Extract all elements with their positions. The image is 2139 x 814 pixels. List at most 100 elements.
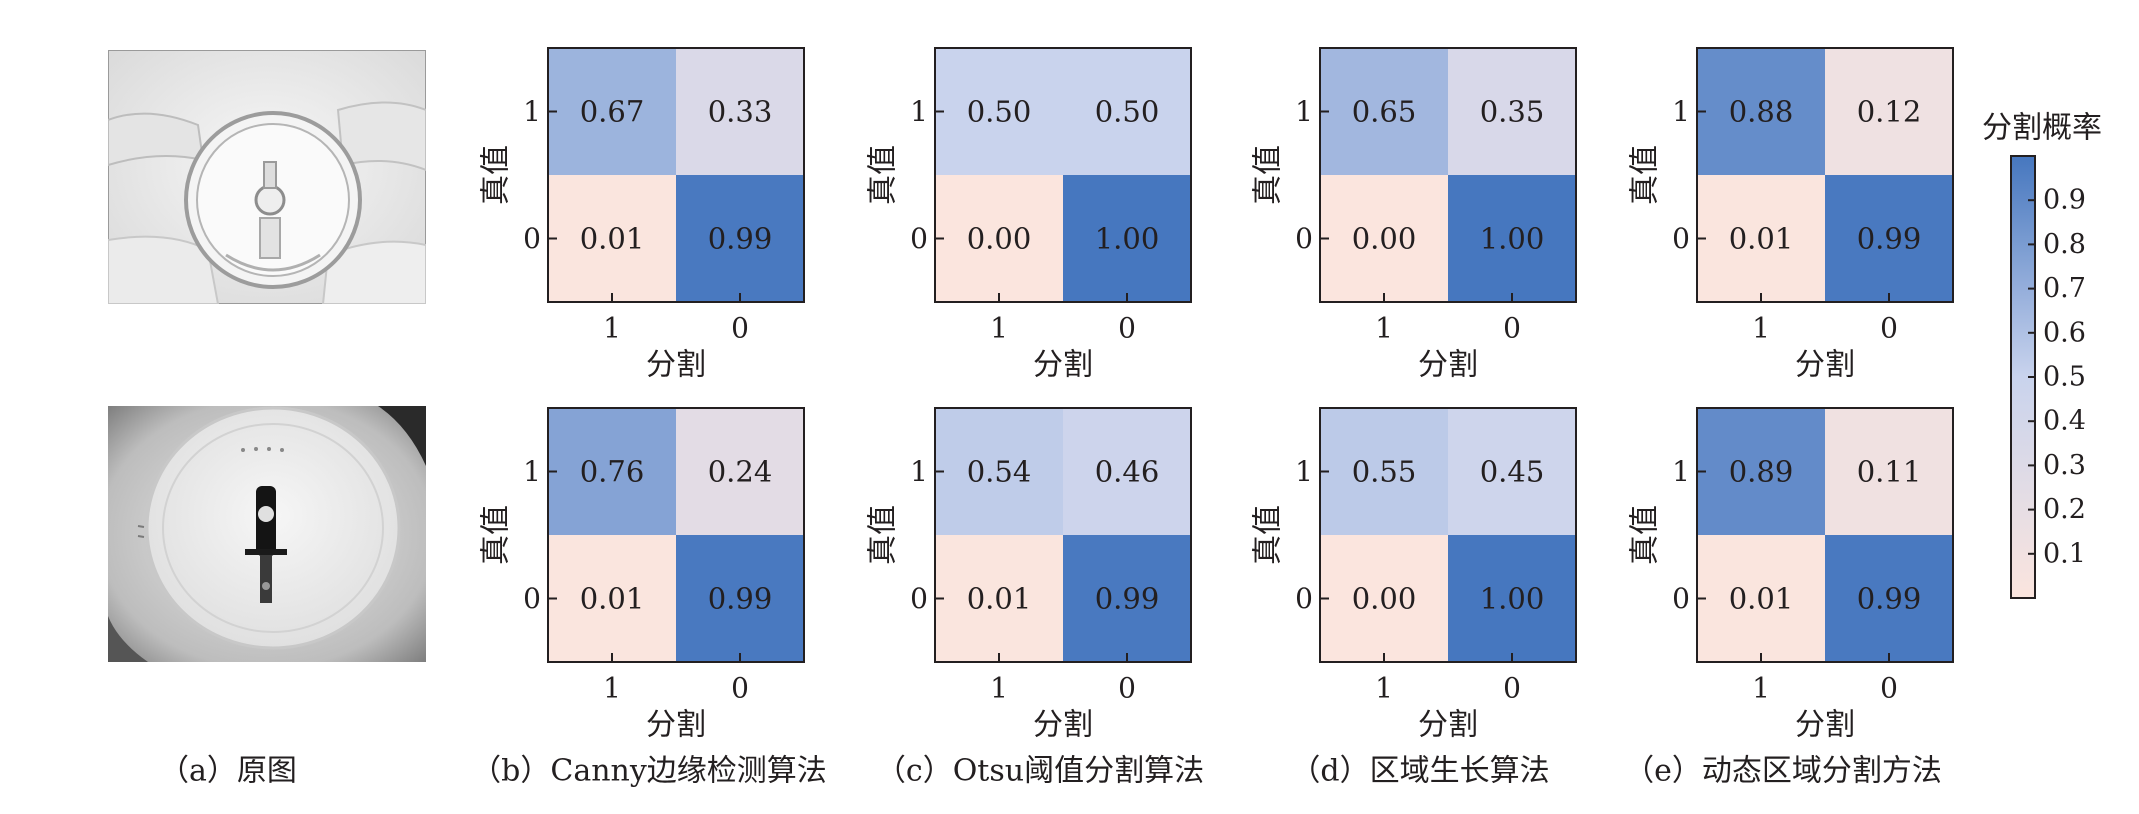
heatmap-cell-value: 0.12	[1857, 95, 1922, 129]
heatmap-cell-value: 0.89	[1729, 455, 1794, 489]
heatmap-cell	[1448, 175, 1576, 302]
colorbar-tick-label: 0.4	[2043, 406, 2086, 437]
heatmap-cell	[1825, 175, 1953, 302]
heatmap-frame	[1696, 407, 1954, 663]
heatmap-cell	[1063, 48, 1191, 175]
heatmap-cell-value: 0.99	[708, 222, 773, 256]
y-tick-label: 1	[1672, 95, 1690, 128]
subfigure-label-a: （a）原图	[159, 754, 297, 789]
heatmap-frame	[934, 407, 1192, 663]
heatmap-cell	[935, 535, 1063, 662]
y-tick-label: 1	[523, 95, 541, 128]
heatmap-cell-value: 0.11	[1857, 455, 1922, 489]
y-axis-label: 真值	[866, 145, 901, 205]
y-tick-label: 0	[523, 222, 541, 255]
heatmap-cell	[548, 48, 676, 175]
heatmap-cell-value: 0.01	[580, 582, 645, 616]
heatmap-cell-value: 1.00	[1480, 582, 1545, 616]
heatmap-cell	[1448, 48, 1576, 175]
heatmap-cell	[1697, 48, 1825, 175]
heatmap-panel-2d: 0.55 0.45 0.00 1.00	[1319, 407, 1577, 663]
heatmap-cell	[1697, 535, 1825, 662]
y-axis-label: 真值	[1628, 505, 1663, 565]
heatmap-panel-2b: 0.76 0.24 0.01 0.99	[547, 407, 805, 663]
y-tick-label: 1	[1672, 455, 1690, 488]
y-tick-label: 0	[910, 582, 928, 615]
colorbar-tick-label: 0.6	[2043, 317, 2086, 348]
y-tick-label: 1	[523, 455, 541, 488]
heatmap-cell	[1825, 48, 1953, 175]
colorbar-tick-label: 0.9	[2043, 185, 2086, 216]
heatmap-cell-value: 0.99	[1857, 582, 1922, 616]
heatmap-cell	[1320, 48, 1448, 175]
heatmap-cell-value: 0.99	[1857, 222, 1922, 256]
heatmap-cell-value: 0.00	[1352, 582, 1417, 616]
y-tick-label: 0	[910, 222, 928, 255]
heatmap-cell	[1320, 535, 1448, 662]
y-axis-label: 真值	[479, 505, 514, 565]
heatmap-cell	[676, 535, 804, 662]
y-axis-label: 真值	[866, 505, 901, 565]
x-tick-label: 0	[1880, 672, 1898, 705]
x-tick-label: 0	[731, 312, 749, 345]
heatmap-cell	[1825, 408, 1953, 535]
heatmap-cell-value: 0.65	[1352, 95, 1417, 129]
heatmap-frame	[1319, 407, 1577, 663]
colorbar-tick-label: 0.2	[2043, 494, 2086, 525]
x-tick-label: 0	[1880, 312, 1898, 345]
heatmap-frame	[934, 47, 1192, 303]
heatmap-cell-value: 0.67	[580, 95, 645, 129]
heatmap-panel-1d: 0.65 0.35 0.00 1.00	[1319, 47, 1577, 303]
heatmap-cell-value: 0.55	[1352, 455, 1417, 489]
heatmap-cell	[1320, 408, 1448, 535]
y-tick-label: 0	[523, 582, 541, 615]
heatmap-cell-value: 0.01	[1729, 222, 1794, 256]
x-axis-label: 分割	[1795, 708, 1855, 743]
y-tick-label: 0	[1295, 582, 1313, 615]
heatmap-cell	[548, 535, 676, 662]
heatmap-cell-value: 0.01	[1729, 582, 1794, 616]
heatmap-cell	[1448, 535, 1576, 662]
heatmap-cell-value: 0.00	[1352, 222, 1417, 256]
y-tick-label: 1	[910, 455, 928, 488]
heatmap-cell	[548, 408, 676, 535]
x-tick-label: 0	[731, 672, 749, 705]
heatmap-cell	[1063, 535, 1191, 662]
heatmap-cell-value: 0.01	[580, 222, 645, 256]
x-tick-label: 0	[1118, 312, 1136, 345]
y-tick-label: 1	[1295, 95, 1313, 128]
heatmap-cell-value: 0.99	[1095, 582, 1160, 616]
heatmap-frame	[1696, 47, 1954, 303]
x-tick-label: 0	[1118, 672, 1136, 705]
heatmap-cell-value: 0.24	[708, 455, 773, 489]
x-tick-label: 1	[603, 312, 621, 345]
colorbar-tick-label: 0.3	[2043, 450, 2086, 481]
colorbar-tick-label: 0.8	[2043, 229, 2086, 260]
heatmap-cell-value: 0.01	[967, 582, 1032, 616]
heatmap-cell-value: 0.50	[967, 95, 1032, 129]
x-axis-label: 分割	[1033, 348, 1093, 383]
heatmap-cell-value: 0.35	[1480, 95, 1545, 129]
subfigure-label-e: （e）动态区域分割方法	[1624, 754, 1942, 789]
heatmap-cell	[1448, 408, 1576, 535]
heatmap-cell	[1697, 175, 1825, 302]
y-tick-label: 0	[1672, 222, 1690, 255]
heatmap-cell-value: 0.88	[1729, 95, 1794, 129]
subfigure-label-c: （c）Otsu阈值分割算法	[876, 754, 1204, 789]
y-tick-label: 0	[1295, 222, 1313, 255]
x-axis-label: 分割	[646, 348, 706, 383]
colorbar-title: 分割概率	[1982, 111, 2102, 146]
x-tick-label: 1	[1752, 312, 1770, 345]
subfigure-label-d: （d）区域生长算法	[1290, 754, 1549, 789]
heatmap-cell	[1063, 408, 1191, 535]
x-axis-label: 分割	[1795, 348, 1855, 383]
colorbar-tick-label: 0.5	[2043, 362, 2086, 393]
heatmap-cell	[935, 175, 1063, 302]
heatmap-cell	[1320, 175, 1448, 302]
heatmap-cell-value: 0.76	[580, 455, 645, 489]
heatmap-cell-value: 0.00	[967, 222, 1032, 256]
x-tick-label: 1	[990, 312, 1008, 345]
x-tick-label: 1	[603, 672, 621, 705]
